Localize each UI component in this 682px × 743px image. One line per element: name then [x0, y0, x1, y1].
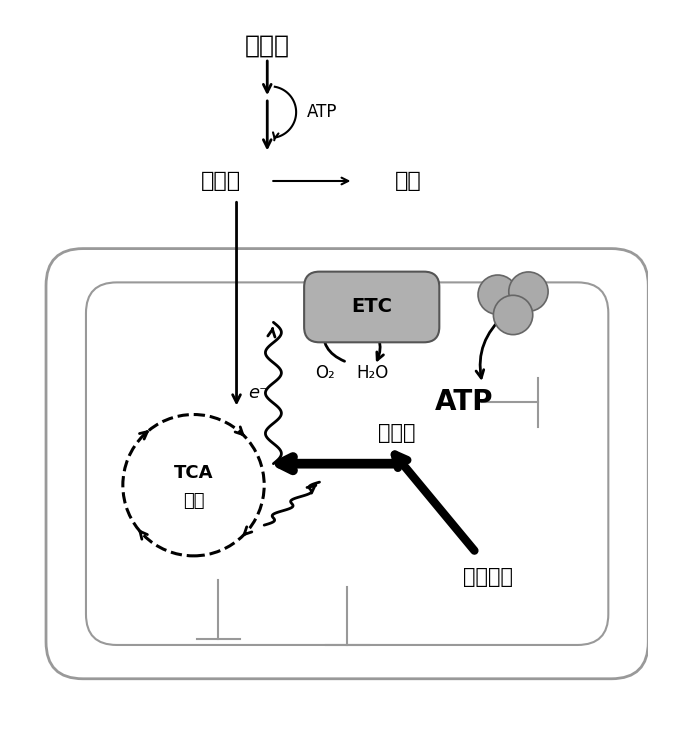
- Text: 循环: 循环: [183, 492, 205, 510]
- Text: 半乳糖: 半乳糖: [245, 33, 290, 58]
- Circle shape: [509, 272, 548, 311]
- FancyBboxPatch shape: [46, 249, 649, 679]
- Text: O₂: O₂: [315, 364, 335, 382]
- FancyBboxPatch shape: [304, 272, 439, 343]
- Text: ATP: ATP: [307, 103, 338, 121]
- Text: 谷氨酰胺: 谷氨酰胺: [464, 568, 514, 588]
- Text: 丙酮酸: 丙酮酸: [201, 171, 241, 191]
- Circle shape: [478, 275, 518, 314]
- Text: ETC: ETC: [351, 297, 392, 317]
- FancyBboxPatch shape: [86, 282, 608, 645]
- Text: 谷氨酸: 谷氨酸: [378, 423, 415, 443]
- Text: ATP: ATP: [434, 389, 493, 416]
- Text: TCA: TCA: [174, 464, 213, 482]
- Text: H₂O: H₂O: [357, 364, 389, 382]
- Circle shape: [493, 295, 533, 334]
- Text: e⁻: e⁻: [248, 384, 268, 402]
- Text: 乳酸: 乳酸: [396, 171, 422, 191]
